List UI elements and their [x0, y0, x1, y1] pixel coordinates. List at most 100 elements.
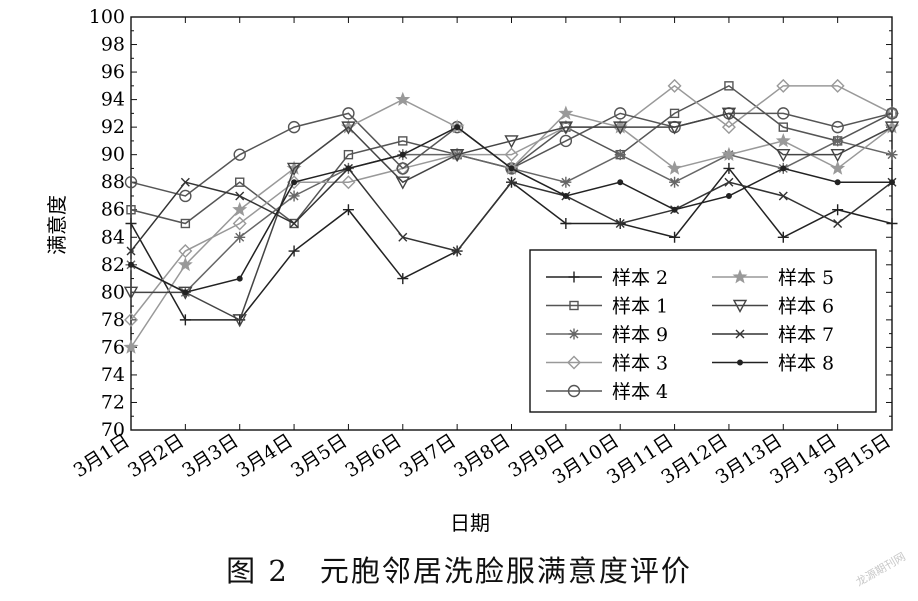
series-marker [886, 149, 898, 161]
series-marker [124, 312, 138, 327]
series-marker [830, 78, 845, 93]
series-marker [887, 108, 897, 119]
series-marker [560, 218, 572, 229]
y-tick-label: 96 [101, 61, 125, 83]
series-marker [179, 314, 191, 326]
series-marker [398, 136, 408, 146]
series-marker [232, 216, 247, 231]
legend-label: 样本 4 [612, 381, 668, 403]
series-marker [833, 219, 843, 228]
series-marker [235, 191, 245, 201]
series-marker [732, 299, 748, 313]
series-marker [562, 192, 569, 199]
series-marker [669, 176, 681, 188]
legend-item: 样本 9 [546, 324, 668, 346]
y-tick-label: 88 [101, 171, 125, 193]
series-marker [395, 91, 411, 106]
series-marker [398, 232, 408, 242]
series-marker [180, 218, 191, 229]
series-marker [778, 191, 788, 201]
series-marker [723, 162, 735, 174]
series-line [131, 112, 893, 321]
series-marker [234, 231, 246, 243]
series-marker [775, 133, 791, 148]
series-marker [236, 275, 243, 282]
legend-item: 样本 5 [712, 267, 834, 289]
series-marker [776, 148, 791, 163]
y-tick-label: 84 [101, 226, 125, 248]
series-marker [508, 165, 515, 172]
x-tick-label: 3月2日 [124, 430, 188, 482]
legend-item: 样本 8 [712, 353, 834, 375]
series-marker [560, 176, 572, 188]
series-marker [721, 107, 737, 121]
series-marker [291, 179, 298, 186]
series-marker [831, 120, 844, 134]
series-marker [737, 359, 743, 366]
y-tick-label: 70 [101, 419, 125, 441]
series-marker [125, 218, 137, 229]
series-marker [342, 204, 354, 216]
series-marker [449, 148, 465, 163]
series-marker [614, 107, 627, 120]
series-marker [732, 269, 748, 284]
legend-item: 样本 1 [546, 296, 668, 318]
series-marker [830, 148, 845, 163]
series-marker [667, 160, 683, 175]
series-marker [178, 286, 193, 300]
series-marker [182, 289, 189, 296]
series-marker [559, 134, 573, 148]
series-marker [126, 205, 136, 215]
y-tick-label: 78 [101, 309, 125, 331]
y-tick-label: 76 [101, 336, 125, 358]
legend-item: 样本 6 [712, 296, 834, 318]
series-marker [177, 256, 193, 272]
series-marker [832, 204, 844, 216]
line-chart: 7072747678808284868890929496981003月1日3月2… [45, 6, 900, 535]
series-marker [721, 146, 737, 162]
series-marker [289, 219, 299, 228]
series-marker [613, 121, 628, 135]
y-tick-label: 100 [89, 6, 125, 28]
series-marker [235, 177, 245, 187]
series-marker [669, 108, 680, 119]
series-marker [569, 300, 579, 311]
series-marker [721, 120, 736, 135]
x-tick-label: 3月4日 [233, 430, 297, 482]
y-tick-label: 90 [101, 144, 125, 166]
series-marker [667, 78, 682, 93]
series-marker [886, 218, 898, 229]
series-marker [889, 179, 895, 186]
legend-item: 样本 2 [546, 267, 668, 289]
legend-item: 样本 4 [546, 381, 668, 403]
series-marker [778, 122, 788, 132]
series-marker [504, 135, 519, 149]
series-marker [780, 165, 787, 172]
series-marker [885, 107, 899, 120]
y-axis-title: 满意度 [45, 195, 69, 255]
legend-label: 样本 7 [778, 324, 834, 346]
legend-label: 样本 6 [778, 296, 834, 318]
x-tick-label: 3月6日 [341, 430, 405, 482]
y-tick-label: 80 [101, 281, 125, 303]
series-marker [724, 81, 734, 91]
legend-label: 样本 2 [612, 267, 668, 289]
x-tick-label: 3月5日 [287, 430, 351, 482]
chart-series [123, 78, 900, 354]
series-marker [128, 261, 134, 268]
series-marker [777, 107, 790, 120]
legend-label: 样本 3 [612, 353, 668, 375]
series-marker [615, 219, 625, 228]
series-marker [232, 201, 248, 217]
x-axis-title: 日期 [450, 511, 490, 535]
series-marker [288, 245, 300, 257]
series-marker [777, 231, 789, 243]
chart-legend: 样本 2 样本 1 样本 9 样本 3 样本 4 样本 5 样本 6 样本 7 样本 8 [529, 249, 877, 413]
series-marker [671, 206, 678, 213]
series-marker [452, 246, 462, 256]
series-7 [123, 107, 900, 328]
series-marker [669, 231, 681, 243]
series-marker [776, 78, 791, 93]
series-marker [232, 314, 247, 328]
series-marker [396, 162, 409, 175]
